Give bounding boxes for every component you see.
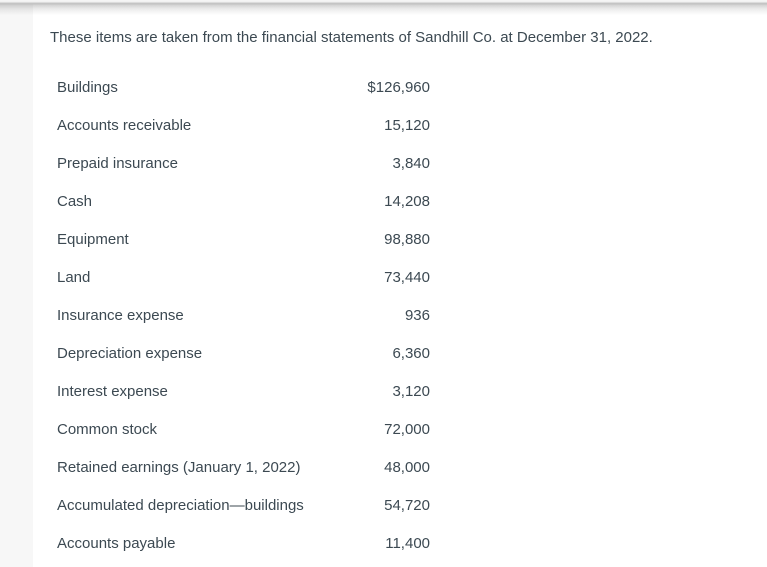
financial-item-row: Equipment 98,880 <box>57 220 430 258</box>
financial-items-list: Buildings $126,960 Accounts receivable 1… <box>57 68 430 562</box>
item-value: 48,000 <box>384 458 430 476</box>
financial-item-row: Prepaid insurance 3,840 <box>57 144 430 182</box>
financial-item-row: Accumulated depreciation—buildings 54,72… <box>57 486 430 524</box>
item-label: Accumulated depreciation—buildings <box>57 496 304 514</box>
financial-item-row: Insurance expense 936 <box>57 296 430 334</box>
item-value: 98,880 <box>384 230 430 248</box>
item-label: Common stock <box>57 420 158 438</box>
item-value: 936 <box>404 306 430 324</box>
item-label: Accounts payable <box>57 534 176 552</box>
item-label: Accounts receivable <box>57 116 192 134</box>
item-value: 73,440 <box>384 268 430 286</box>
financial-item-row: Accounts payable 11,400 <box>57 524 430 562</box>
financial-item-row: Retained earnings (January 1, 2022) 48,0… <box>57 448 430 486</box>
item-label: Equipment <box>57 230 129 248</box>
financial-item-row: Common stock 72,000 <box>57 410 430 448</box>
item-value: 54,720 <box>384 496 430 514</box>
financial-item-row: Cash 14,208 <box>57 182 430 220</box>
item-label: Interest expense <box>57 382 168 400</box>
item-value: $126,960 <box>367 78 430 96</box>
header-bottom-shadow <box>0 0 767 15</box>
financial-item-row: Land 73,440 <box>57 258 430 296</box>
item-value: 72,000 <box>384 420 430 438</box>
item-label: Prepaid insurance <box>57 154 178 172</box>
question-intro-text: These items are taken from the financial… <box>50 29 653 46</box>
item-label: Depreciation expense <box>57 344 203 362</box>
item-value: 14,208 <box>384 192 430 210</box>
item-label: Buildings <box>57 78 118 96</box>
item-value: 3,120 <box>392 382 430 400</box>
financial-item-row: Interest expense 3,120 <box>57 372 430 410</box>
page-gutter <box>0 0 33 567</box>
item-label: Land <box>57 268 91 286</box>
item-label: Retained earnings (January 1, 2022) <box>57 458 301 476</box>
financial-item-row: Buildings $126,960 <box>57 68 430 106</box>
item-label: Cash <box>57 192 93 210</box>
financial-item-row: Accounts receivable 15,120 <box>57 106 430 144</box>
item-value: 11,400 <box>385 534 430 552</box>
item-value: 15,120 <box>384 116 430 134</box>
financial-item-row: Depreciation expense 6,360 <box>57 334 430 372</box>
item-value: 6,360 <box>392 344 430 362</box>
item-value: 3,840 <box>392 154 430 172</box>
item-label: Insurance expense <box>57 306 184 324</box>
